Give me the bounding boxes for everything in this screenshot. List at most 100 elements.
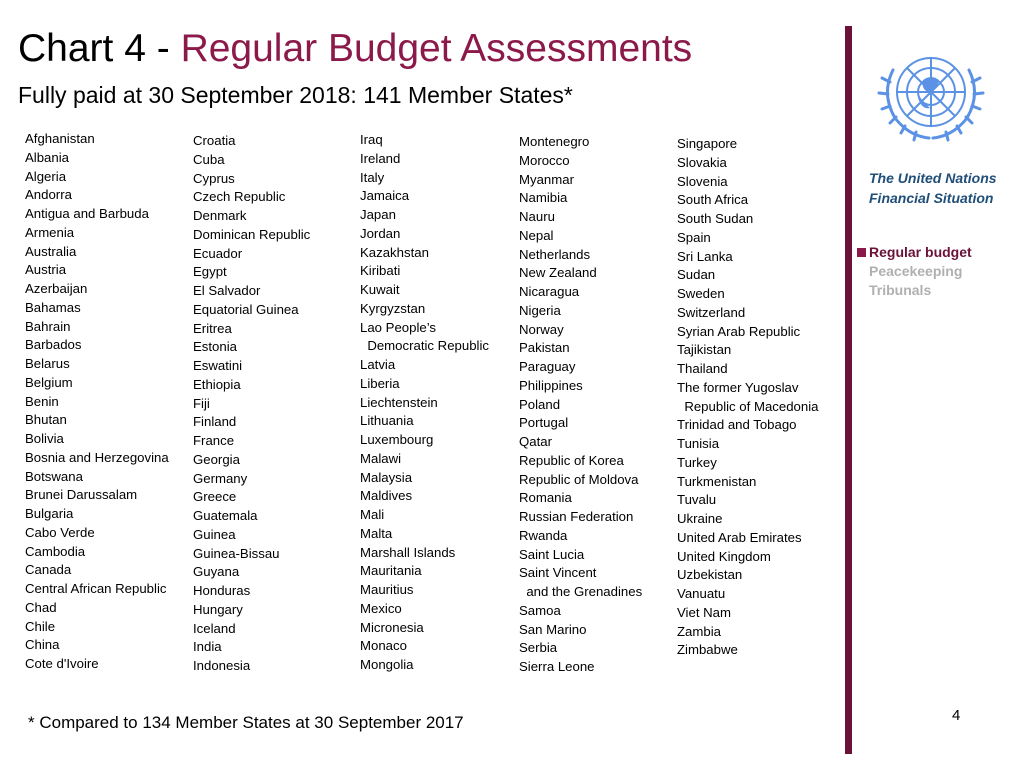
sidebar-item-label: Tribunals [869,282,932,298]
member-state-item: Kazakhstan [360,244,429,260]
member-state-item: Jordan [360,225,401,241]
member-state-item: Iraq [360,132,383,147]
member-state-item: France [193,433,235,448]
member-state-item: Cyprus [193,170,235,186]
member-states-column-2: Croatia Cuba Cyprus Czech Republic Denmark Do… [193,132,310,676]
member-state-item: Mauritania [360,563,422,579]
member-state-item: Benin [25,393,59,409]
member-state-item: Bolivia [25,431,64,446]
member-state-item: Italy [360,169,385,185]
member-state-item: Belgium [25,374,73,390]
member-state-item: Mexico [360,600,402,616]
member-state-item: Republic of Korea [519,452,624,468]
member-state-item: New Zealand [519,265,597,281]
member-state-item: Saint Lucia [519,546,585,562]
member-state-item: San Marino [519,621,587,637]
member-state-item: Antigua and Barbuda [25,206,149,221]
member-state-item: Tuvalu [677,492,717,508]
member-state-item: Chile [25,618,56,634]
member-state-item: Bulgaria [25,506,74,521]
page-number: 4 [952,707,961,724]
member-state-item: Cote d'Ivoire [25,656,99,671]
member-state-item: Tunisia [677,436,720,451]
member-state-item: Guinea-Bissau [193,545,280,561]
member-state-item: Lao People’s [360,319,437,335]
sidebar-item-regular-budget[interactable]: Regular budget [857,243,972,262]
member-state-item: Eswatini [193,358,243,373]
member-state-item: Mali [360,507,385,522]
member-state-item: Qatar [519,434,552,449]
member-state-item: Switzerland [677,304,746,320]
member-state-item: Liechtenstein [360,394,438,410]
member-state-item: Romania [519,490,572,506]
sidebar-heading: The United Nations Financial Situation [869,168,997,208]
member-state-item: Morocco [519,152,570,168]
member-states-column-4: Montenegro Morocco Myanmar Namibia Nauru Nepa… [519,133,642,677]
sidebar-item-tribunals[interactable]: Tribunals [857,281,972,300]
member-state-item: United Arab Emirates [677,529,802,545]
member-state-item: Canada [25,562,72,578]
member-state-item: Australia [25,243,77,259]
sidebar-heading-line2: Financial Situation [869,190,994,206]
member-state-item: Germany [193,470,248,486]
member-state-item: Sierra Leone [519,659,595,674]
member-state-item: Nicaragua [519,284,580,299]
member-state-item: Cambodia [25,543,86,559]
member-state-item: South Africa [677,192,749,208]
member-state-item: Ukraine [677,511,723,526]
member-state-item: Zimbabwe [677,642,738,658]
member-state-item: Georgia [193,451,240,467]
title-prefix: Chart 4 - [18,27,181,70]
member-state-item: Sweden [677,286,725,301]
member-state-item: Paraguay [519,359,576,374]
member-state-item: Kiribati [360,263,401,279]
member-state-item: Spain [677,229,711,245]
member-state-item: Rwanda [519,527,568,543]
member-state-item: Guatemala [193,508,258,523]
member-state-item: Afghanistan [25,131,95,146]
member-state-item: Guyana [193,564,240,580]
member-state-item: Malawi [360,450,402,466]
member-state-item: Egypt [193,264,227,280]
member-state-item: Zambia [677,623,721,639]
member-state-item: Montenegro [519,134,590,149]
sidebar-item-peacekeeping[interactable]: Peacekeeping [857,262,972,281]
member-state-item: Saint Vincent [519,565,597,581]
member-state-item: Serbia [519,640,558,656]
member-state-item: Bosnia and Herzegovina [25,449,169,465]
member-state-item: Denmark [193,208,247,223]
member-state-item: Marshall Islands [360,544,456,560]
un-emblem-icon [877,57,985,142]
member-state-item: Myanmar [519,171,574,187]
member-state-item: Andorra [25,187,72,203]
member-state-item: Bahamas [25,299,81,315]
member-state-item: Indonesia [193,658,251,673]
title-main: Regular Budget Assessments [180,27,693,70]
member-state-item: Pakistan [519,340,570,356]
member-state-item: Democratic Republic [360,338,489,354]
member-state-item: Kyrgyzstan [360,300,426,316]
page-title: Chart 4 - Regular Budget Assessments [18,26,692,72]
member-states-column-3: Iraq Ireland Italy Jamaica Japan Jordan Kazakh… [360,131,489,675]
member-state-item: Micronesia [360,619,424,635]
footnote: * Compared to 134 Member States at 30 Se… [28,713,464,732]
member-state-item: India [193,639,222,655]
member-state-item: Armenia [25,224,75,240]
member-state-item: Malta [360,525,393,541]
member-state-item: Estonia [193,339,237,355]
member-state-item: Cabo Verde [25,524,95,540]
member-state-item: Viet Nam [677,604,731,620]
member-state-item: Trinidad and Tobago [677,417,797,433]
member-state-item: Tajikistan [677,342,732,358]
member-state-item: Hungary [193,601,243,617]
member-state-item: Chad [25,599,57,615]
member-state-item: Netherlands [519,246,591,262]
member-state-item: Sudan [677,267,716,283]
member-state-item: Poland [519,396,561,412]
member-state-item: Greece [193,489,237,505]
member-state-item: Honduras [193,583,251,598]
member-state-item: Ireland [360,150,401,166]
sidebar-item-label: Regular budget [869,244,972,260]
member-state-item: Mauritius [360,582,414,597]
member-state-item: Philippines [519,377,583,393]
